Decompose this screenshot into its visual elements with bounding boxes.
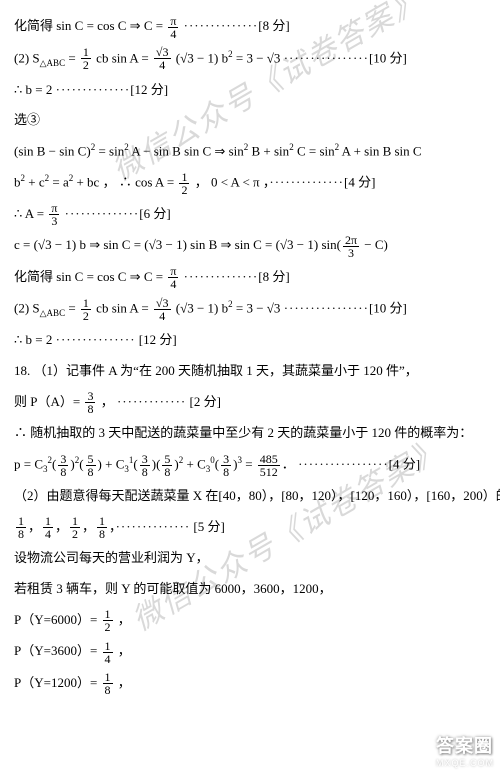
text-line: P（Y=3600）= 14 ， xyxy=(14,639,486,665)
text-line: 选③ xyxy=(14,108,486,133)
text-line: b2 + c2 = a2 + bc ， ∴ cos A = 12 ， 0 < A… xyxy=(14,170,486,196)
text-line: 化简得 sin C = cos C ⇒ C = π4 ·············… xyxy=(14,14,486,40)
text-line: 若租赁 3 辆车，则 Y 的可能取值为 6000，3600，1200， xyxy=(14,577,486,602)
text-line: P（Y=1200）= 18 ， xyxy=(14,671,486,697)
text-line: (sin B − sin C)2 = sin2 A − sin B sin C … xyxy=(14,139,486,164)
text-line: 设物流公司每天的营业利润为 Y， xyxy=(14,546,486,571)
text-line: ∴ A = π3 ··············[6 分] xyxy=(14,202,486,228)
text-line: c = (√3 − 1) b ⇒ sin C = (√3 − 1) sin B … xyxy=(14,233,486,259)
text-line: (2) S△ABC = 12 cb sin A = √34 (√3 − 1) b… xyxy=(14,296,486,322)
text-line: ∴ 随机抽取的 3 天中配送的蔬菜量中至少有 2 天的蔬菜量小于 120 件的概… xyxy=(14,421,486,446)
text-line: P（Y=6000）= 12 ， xyxy=(14,608,486,634)
site-logo: 答案圈 MXQE.COM xyxy=(436,732,494,768)
text-line: 化简得 sin C = cos C ⇒ C = π4 ·············… xyxy=(14,265,486,291)
text-line: ∴ b = 2 ··············· [12 分] xyxy=(14,328,486,353)
text-line: (2) S△ABC = 12 cb sin A = √34 (√3 − 1) b… xyxy=(14,46,486,72)
text-line: 则 P（A）= 38 ， ············· [2 分] xyxy=(14,390,486,416)
frac-list-line: 18，14，12，18，·············· [5 分] xyxy=(14,515,486,541)
text-line: 18. （1）记事件 A 为“在 200 天随机抽取 1 天，其蔬菜量小于 12… xyxy=(14,359,486,384)
page-content: 化简得 sin C = cos C ⇒ C = π4 ·············… xyxy=(0,0,500,710)
logo-main-text: 答案圈 xyxy=(436,732,494,758)
logo-sub-text: MXQE.COM xyxy=(436,758,494,768)
text-line: ∴ b = 2 ··············[12 分] xyxy=(14,78,486,103)
text-line: （2）由题意得每天配送蔬菜量 X 在[40，80），[80，120），[120，… xyxy=(14,484,486,509)
prob-line: p = C32(38)2(58) + C31(38)(58)2 + C30(38… xyxy=(14,452,486,478)
